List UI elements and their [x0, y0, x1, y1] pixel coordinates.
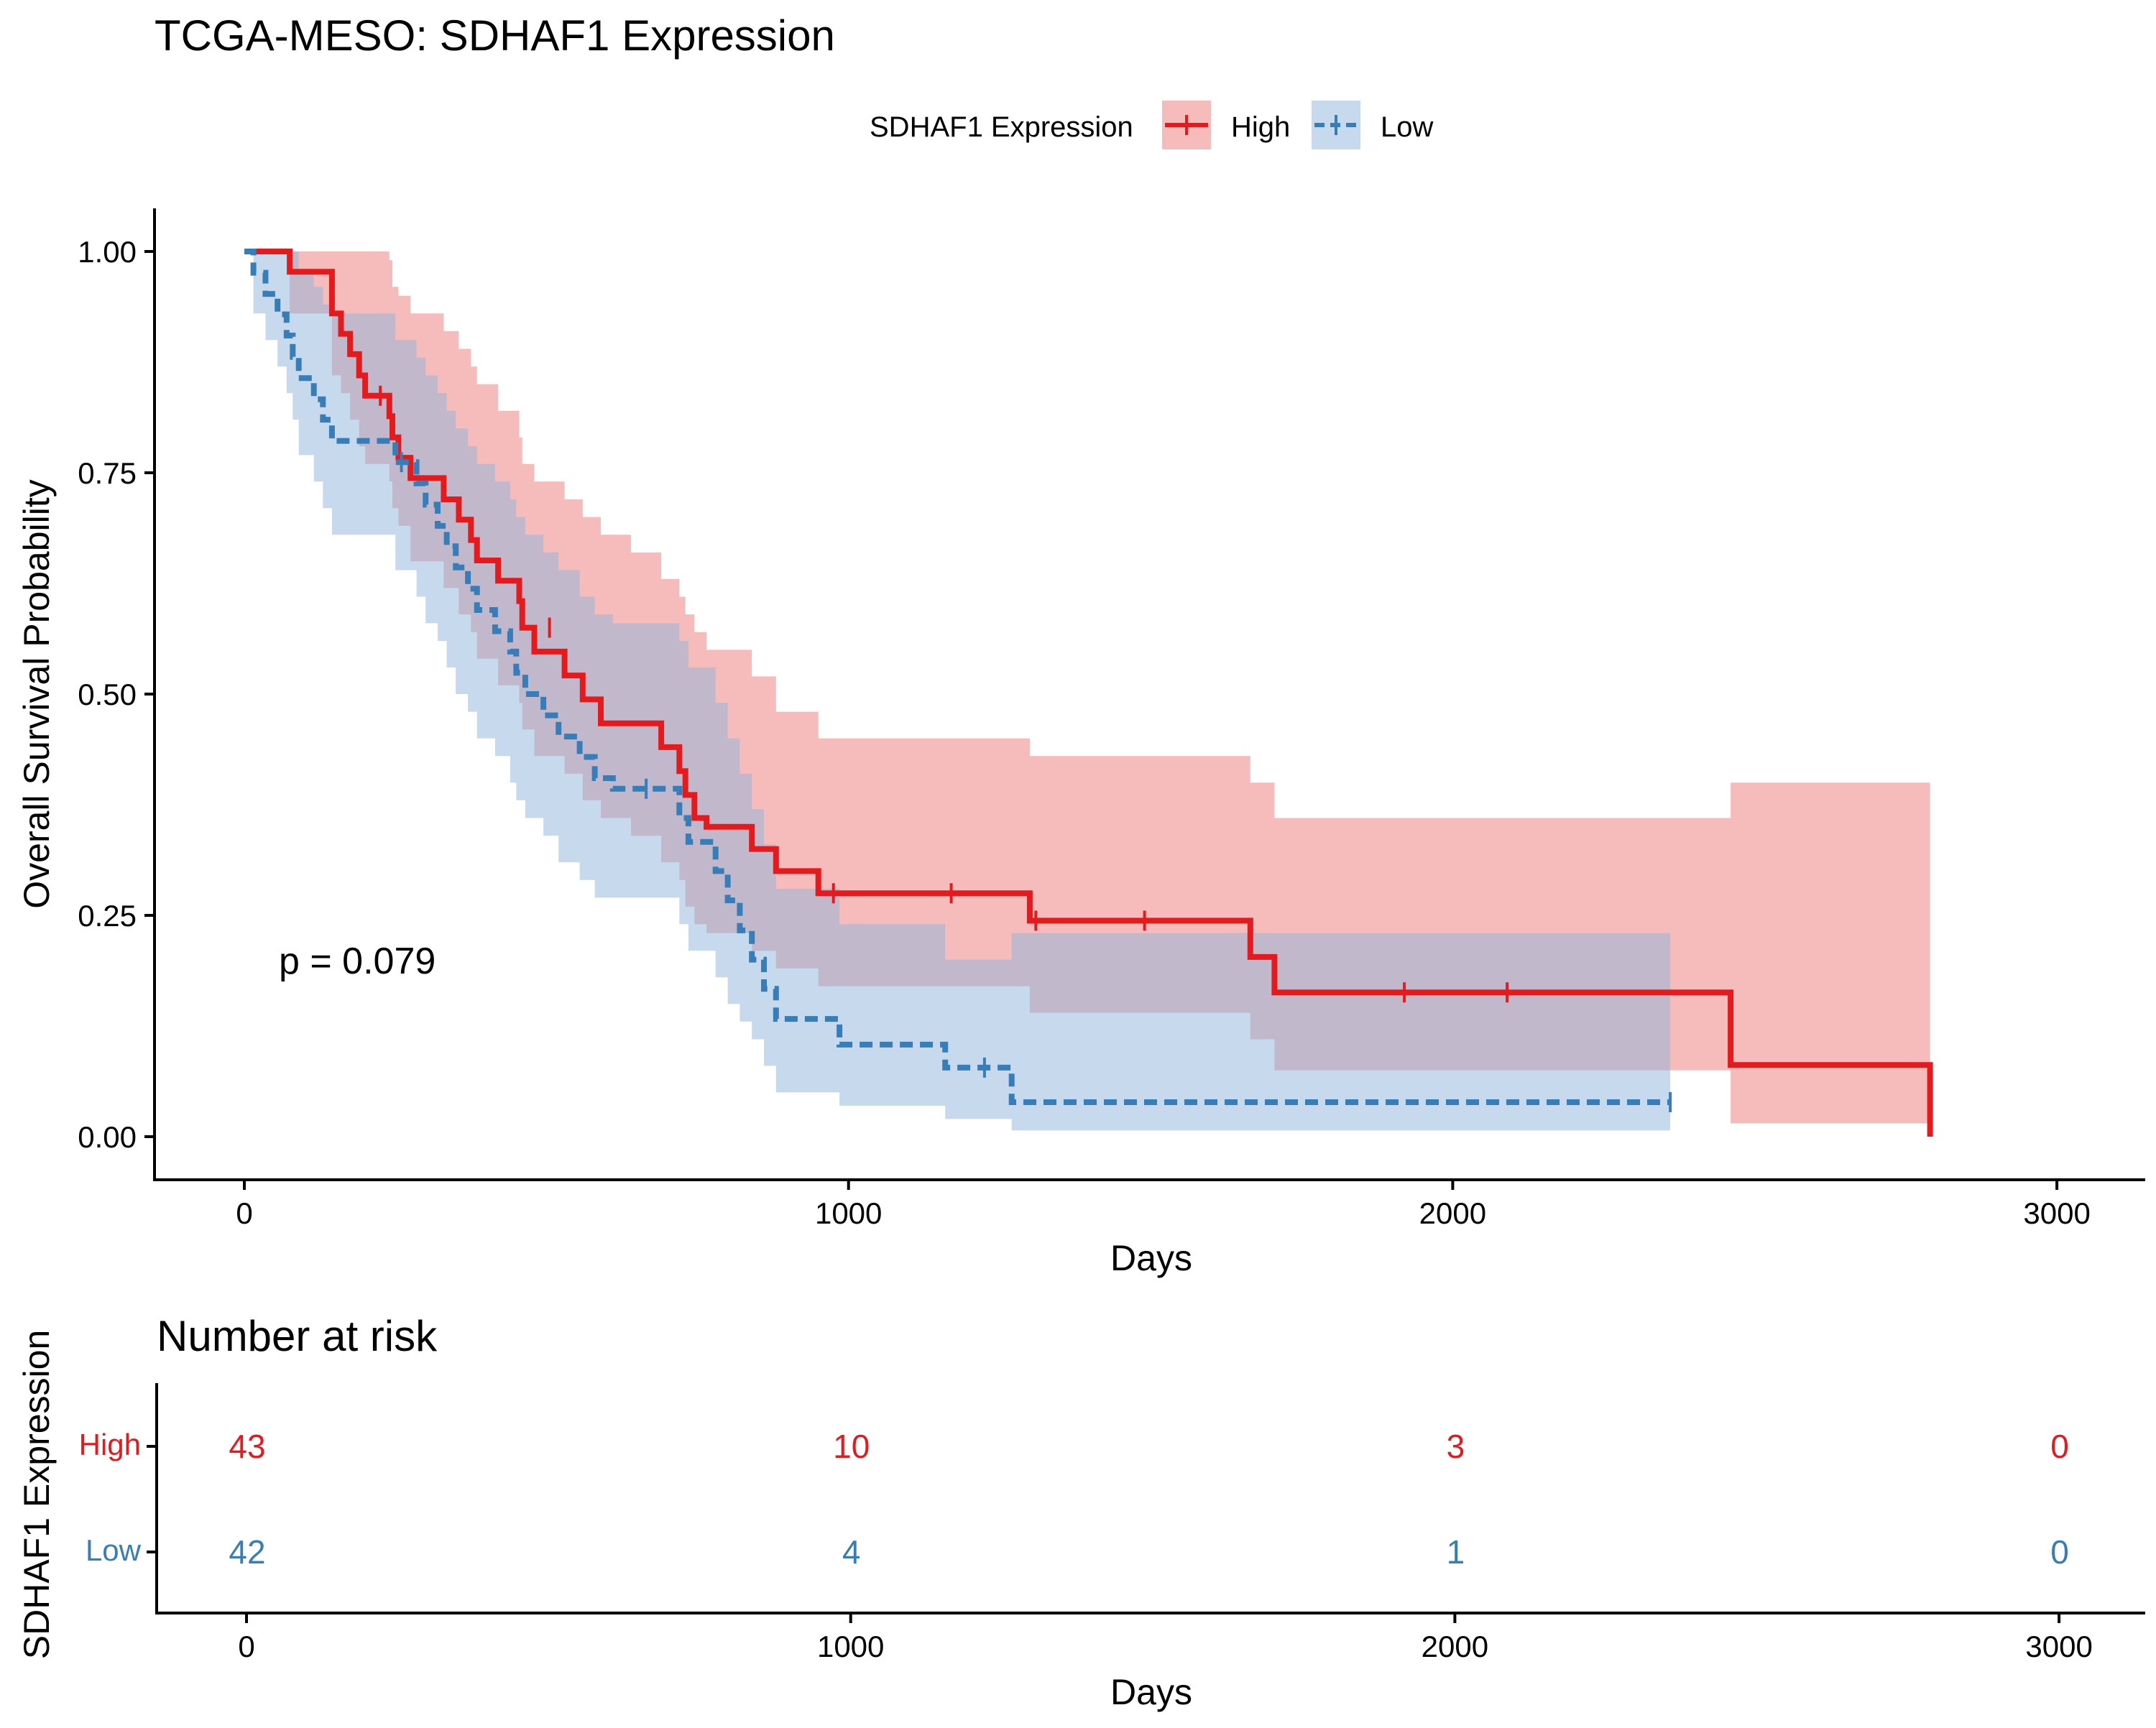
risk-row-label-high: High: [79, 1428, 141, 1461]
risk-count-low: 42: [229, 1533, 265, 1571]
risk-x-tick-label: 1000: [817, 1630, 884, 1663]
x-tick-label: 0: [236, 1196, 252, 1230]
risk-count-high: 0: [2050, 1428, 2069, 1465]
risk-table-title: Number at risk: [157, 1312, 438, 1360]
risk-count-high: 3: [1447, 1428, 1465, 1465]
chart-title: TCGA-MESO: SDHAF1 Expression: [155, 11, 835, 60]
risk-table-y-axis-title: SDHAF1 Expression: [17, 1330, 57, 1660]
x-tick-label: 3000: [2023, 1196, 2090, 1230]
y-tick-label: 0.50: [78, 678, 137, 711]
y-tick-label: 0.75: [78, 456, 137, 490]
risk-count-low: 1: [1447, 1533, 1465, 1571]
p-value-annotation: p = 0.079: [279, 941, 436, 982]
confidence-band-low: [244, 251, 1671, 1131]
x-axis-title: Days: [1110, 1238, 1192, 1278]
risk-row-label-low: Low: [86, 1533, 142, 1567]
confidence-band-high: [244, 251, 1930, 1124]
risk-count-high: 10: [833, 1428, 870, 1465]
x-tick-label: 2000: [1419, 1196, 1486, 1230]
legend-title: SDHAF1 Expression: [870, 111, 1133, 143]
risk-x-tick-label: 2000: [1422, 1630, 1488, 1663]
y-axis-ticks: 0.00 0.25 0.50 0.75 1.00: [78, 235, 155, 1154]
risk-count-low: 4: [842, 1533, 861, 1571]
legend-label-high: High: [1231, 111, 1290, 143]
x-tick-label: 1000: [815, 1196, 882, 1230]
survival-curve-high: [244, 249, 1933, 1137]
risk-table-x-axis-title: Days: [1110, 1672, 1192, 1712]
confidence-bands: [244, 251, 1930, 1131]
risk-count-high: 43: [229, 1428, 265, 1465]
censor-marks: [379, 385, 1672, 1112]
y-tick-label: 0.00: [78, 1120, 137, 1154]
risk-count-low: 0: [2050, 1533, 2069, 1571]
risk-table-x-ticks: 0 1000 2000 3000: [238, 1613, 2093, 1663]
y-tick-label: 0.25: [78, 899, 137, 933]
legend: SDHAF1 Expression High Low: [870, 101, 1433, 149]
x-axis-ticks: 0 1000 2000 3000: [236, 1180, 2091, 1230]
y-axis-title: Overall Survival Probability: [17, 479, 57, 908]
y-tick-label: 1.00: [78, 235, 137, 269]
legend-label-low: Low: [1381, 111, 1433, 143]
survival-curves: [244, 249, 1933, 1137]
risk-x-tick-label: 0: [238, 1630, 254, 1663]
risk-x-tick-label: 3000: [2025, 1630, 2092, 1663]
survival-curve-low: [244, 249, 1671, 1105]
